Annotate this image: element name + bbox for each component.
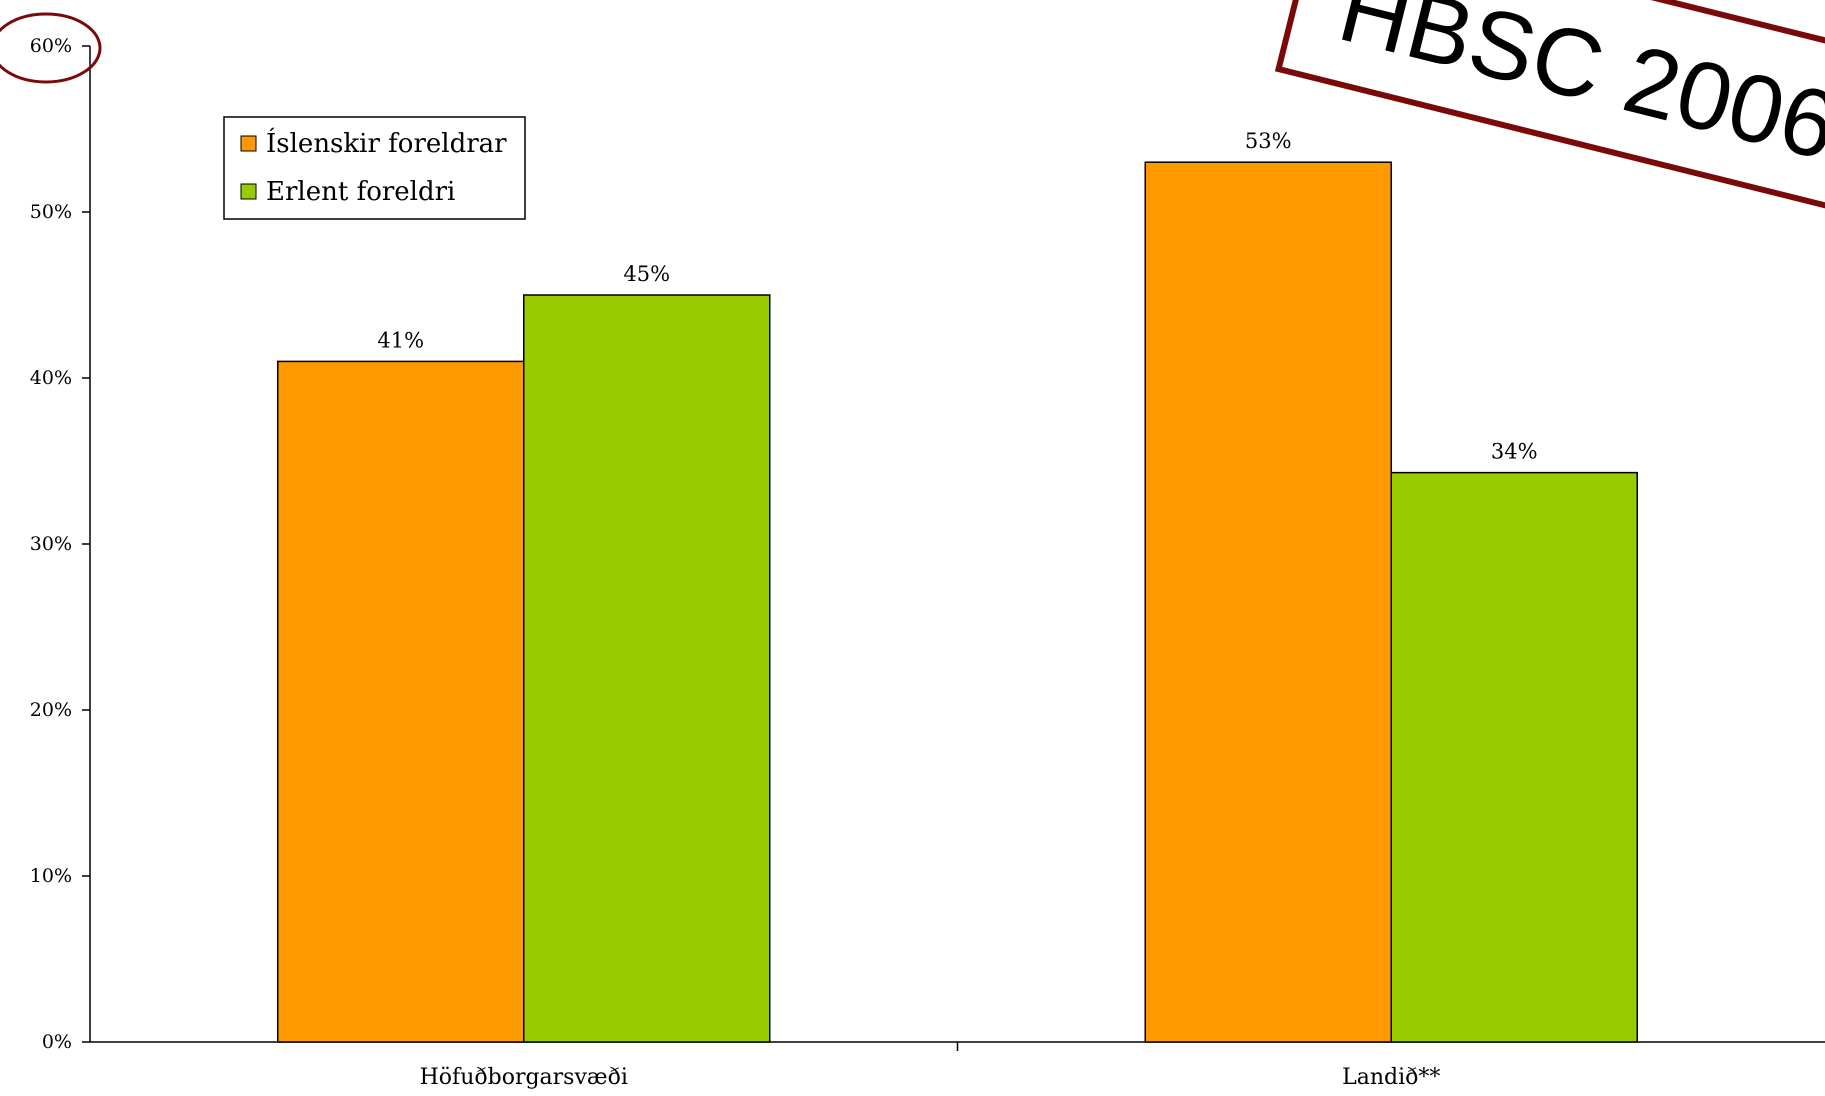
y-tick-label: 60% — [30, 35, 72, 57]
chart-axes: 0% 10% 20% 30% 40% 50% 60% Höfuðborgarsvæði Land… — [30, 35, 1825, 1090]
legend-swatch-erlent-foreldri — [240, 183, 257, 200]
circled-tick-annotation — [0, 12, 102, 84]
bar-data-label: 53% — [1245, 129, 1292, 153]
chart-data-labels: 41% 45% 53% 34% — [377, 129, 1537, 463]
x-category-label: Höfuðborgarsvæði — [420, 1065, 628, 1090]
x-category-label: Landið** — [1342, 1065, 1440, 1090]
y-tick-label: 0% — [42, 1031, 72, 1053]
bar-data-label: 45% — [623, 262, 670, 286]
y-tick-label: 30% — [30, 533, 72, 555]
bar — [1390, 471, 1638, 1043]
chart-legend: Íslenskir foreldrar Erlent foreldri — [223, 116, 526, 220]
legend-swatch-islenskir-foreldrar — [240, 135, 257, 152]
bar-data-label: 34% — [1491, 440, 1538, 464]
bar — [277, 360, 525, 1043]
y-tick-label: 20% — [30, 699, 72, 721]
bar-data-label: 41% — [377, 328, 424, 352]
y-tick-label: 50% — [30, 201, 72, 223]
bar — [523, 294, 771, 1043]
y-tick-label: 10% — [30, 865, 72, 887]
bar — [1144, 161, 1392, 1043]
legend-label-erlent-foreldri: Erlent foreldri — [266, 177, 455, 207]
chart-bars — [277, 161, 1638, 1043]
legend-label-islenskir-foreldrar: Íslenskir foreldrar — [266, 127, 507, 159]
legend-box — [223, 116, 526, 220]
y-tick-label: 40% — [30, 367, 72, 389]
stamp-border — [1274, 0, 1825, 218]
